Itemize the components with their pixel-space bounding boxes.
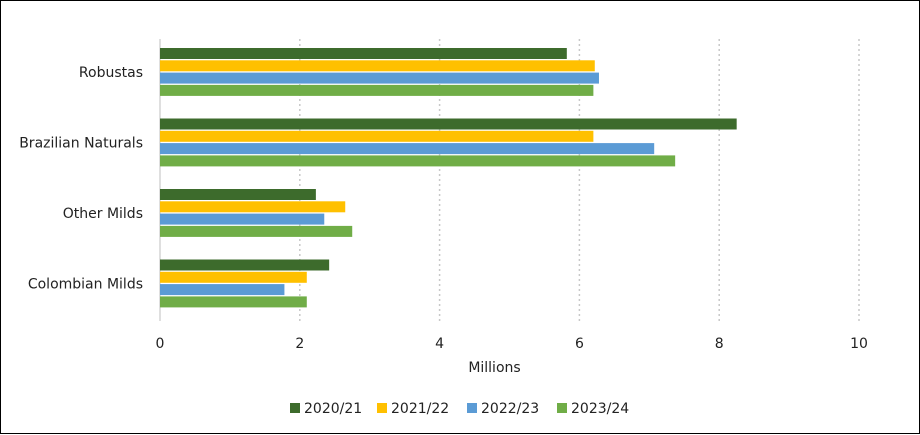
- legend-label-2021-22: 2021/22: [391, 401, 449, 417]
- bar-brazilian-naturals-2020-21: [160, 118, 737, 130]
- legend-swatch-2023-24: [557, 403, 567, 413]
- bar-other-milds-2022-23: [160, 213, 325, 225]
- bar-brazilian-naturals-2023-24: [160, 155, 676, 167]
- bar-other-milds-2020-21: [160, 189, 316, 200]
- bar-colombian-milds-2021-22: [160, 271, 307, 283]
- x-tick-label-4: 4: [435, 336, 444, 352]
- bar-brazilian-naturals-2021-22: [160, 130, 594, 142]
- legend-swatch-2021-22: [377, 403, 387, 413]
- x-tick-label-2: 2: [295, 336, 304, 352]
- x-tick-label-0: 0: [156, 336, 165, 352]
- bar-other-milds-2023-24: [160, 225, 353, 237]
- legend-swatch-2022-23: [467, 403, 477, 413]
- x-tick-label-10: 10: [850, 336, 868, 352]
- bar-brazilian-naturals-2022-23: [160, 143, 655, 155]
- x-tick-label-8: 8: [715, 336, 724, 352]
- x-axis-title: Millions: [468, 360, 520, 376]
- bar-robustas-2021-22: [160, 60, 595, 72]
- legend-label-2020-21: 2020/21: [304, 401, 362, 417]
- legend-label-2023-24: 2023/24: [571, 401, 629, 417]
- bar-robustas-2023-24: [160, 84, 594, 96]
- category-label-colombian-milds: Colombian Milds: [28, 276, 143, 292]
- bar-colombian-milds-2022-23: [160, 284, 285, 296]
- bar-colombian-milds-2023-24: [160, 296, 307, 308]
- category-label-robustas: Robustas: [79, 65, 143, 81]
- bar-other-milds-2021-22: [160, 201, 346, 213]
- category-label-other-milds: Other Milds: [63, 206, 143, 222]
- category-label-brazilian-naturals: Brazilian Naturals: [19, 135, 143, 151]
- legend-swatch-2020-21: [290, 403, 300, 413]
- bar-robustas-2020-21: [160, 48, 567, 59]
- bar-robustas-2022-23: [160, 72, 599, 84]
- x-tick-label-6: 6: [575, 336, 584, 352]
- legend-label-2022-23: 2022/23: [481, 401, 539, 417]
- bar-colombian-milds-2020-21: [160, 259, 330, 271]
